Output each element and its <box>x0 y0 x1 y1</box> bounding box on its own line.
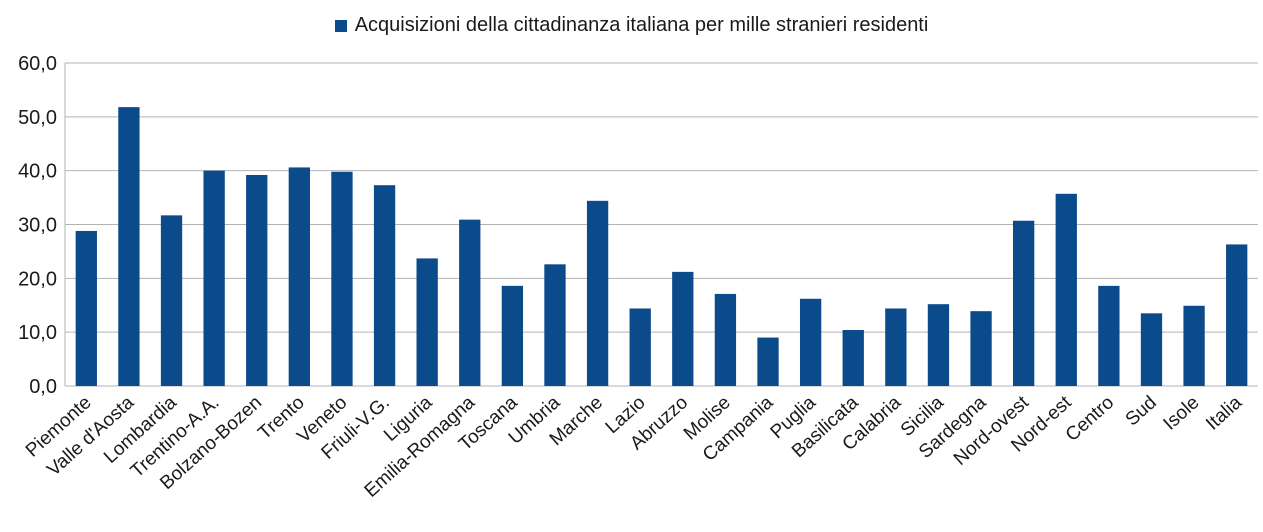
legend-label: Acquisizioni della cittadinanza italiana… <box>354 14 929 36</box>
x-tick-label: Sud <box>1122 392 1161 430</box>
bar <box>1140 313 1163 386</box>
y-tick-label: 0,0 <box>29 376 57 398</box>
bar <box>416 258 438 386</box>
y-tick-label: 30,0 <box>18 215 57 237</box>
bar <box>373 185 396 386</box>
bar <box>757 337 779 386</box>
bar <box>203 170 225 386</box>
legend-swatch <box>334 19 347 32</box>
bar <box>586 200 609 386</box>
bar <box>544 264 566 386</box>
bar <box>927 304 950 386</box>
y-tick-label: 20,0 <box>18 268 57 290</box>
y-tick-label: 40,0 <box>18 161 57 183</box>
bar <box>714 293 737 386</box>
bar <box>118 107 140 386</box>
bar <box>1055 193 1077 386</box>
bar <box>75 230 97 386</box>
x-tick-label: Centro <box>1062 392 1118 446</box>
x-tick-label: Isole <box>1160 392 1204 434</box>
legend: Acquisizioni della cittadinanza italiana… <box>0 14 1263 37</box>
bar <box>1226 244 1248 386</box>
bar <box>459 219 481 386</box>
bar <box>799 298 822 386</box>
bar <box>1183 305 1205 386</box>
bar <box>842 330 864 386</box>
bar <box>885 308 907 386</box>
bar <box>970 311 992 386</box>
bar <box>160 215 183 386</box>
y-tick-label: 10,0 <box>18 322 57 344</box>
bar <box>1098 285 1120 386</box>
bar <box>501 285 524 386</box>
bar <box>672 271 694 386</box>
x-tick-label: Italia <box>1202 392 1246 435</box>
y-tick-label: 60,0 <box>18 53 57 75</box>
bar <box>629 308 651 386</box>
bar <box>288 167 310 386</box>
y-tick-label: 50,0 <box>18 107 57 129</box>
bar <box>246 174 268 386</box>
bar <box>1013 220 1035 386</box>
bar <box>331 171 353 386</box>
